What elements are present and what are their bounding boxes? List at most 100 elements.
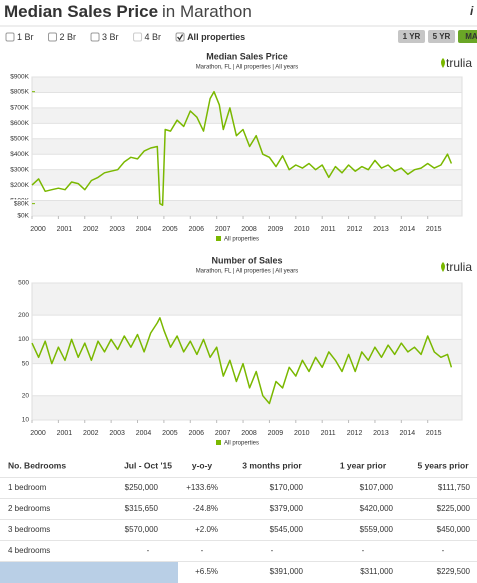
table-cell: $559,000 — [360, 525, 394, 534]
checkmark — [177, 34, 184, 41]
x-tick-label: 2001 — [57, 430, 73, 437]
y-tick-label: $400K — [10, 151, 29, 158]
x-tick-label: 2013 — [373, 430, 389, 437]
table-cell: - — [442, 546, 445, 555]
filter-label[interactable]: 3 Br — [102, 32, 119, 42]
data-line — [31, 90, 453, 206]
brand: trulia — [446, 260, 472, 274]
brand-leaf — [441, 58, 445, 68]
range-button[interactable] — [428, 30, 455, 43]
x-tick-label: 2006 — [188, 430, 204, 437]
x-tick-label: 2001 — [57, 226, 73, 233]
x-tick-label: 2005 — [162, 430, 178, 437]
y-tick-label: 500 — [18, 280, 29, 287]
filter-label[interactable]: All properties — [187, 32, 245, 42]
table-cell: $225,000 — [437, 504, 471, 513]
x-tick-label: 2004 — [136, 430, 152, 437]
checkbox[interactable] — [5, 32, 15, 42]
table-cell: +6.5% — [195, 567, 218, 576]
x-tick-label: 2007 — [215, 226, 231, 233]
x-tick-label: 2014 — [400, 430, 416, 437]
table-cell: $420,000 — [360, 504, 394, 513]
x-tick-label: 2007 — [215, 430, 231, 437]
highlight-tick-label: $805K — [10, 88, 29, 95]
x-tick-label: 2004 — [136, 226, 152, 233]
chart-subtitle: Marathon, FL | All properties | All year… — [196, 65, 299, 71]
table-header: 1 year prior — [340, 460, 387, 470]
table-cell: $311,000 — [360, 567, 393, 576]
filter-label[interactable]: 1 Br — [17, 32, 34, 42]
x-tick-label: 2011 — [321, 430, 336, 437]
checkbox[interactable] — [90, 32, 100, 42]
x-tick-label: 2015 — [426, 430, 442, 437]
table-cell: 3 bedrooms — [8, 525, 50, 534]
x-tick-label: 2015 — [426, 226, 442, 233]
filter-label[interactable]: 2 Br — [60, 32, 77, 42]
brand: trulia — [446, 56, 472, 70]
range-button[interactable] — [458, 30, 477, 43]
legend-swatch — [216, 440, 221, 445]
table-cell: - — [201, 546, 204, 555]
range-button-label[interactable]: 1 YR — [403, 32, 421, 41]
y-tick-label: 50 — [22, 360, 30, 367]
checkbox — [133, 32, 143, 42]
plot-band — [32, 395, 462, 420]
table-cell: $391,000 — [270, 567, 304, 576]
x-tick-label: 2010 — [294, 430, 310, 437]
table-cell: $570,000 — [125, 525, 159, 534]
x-tick-label: 2012 — [347, 430, 363, 437]
x-tick-label: 2000 — [30, 226, 46, 233]
chart-title: Number of Sales — [211, 255, 282, 265]
y-tick-label: $700K — [10, 105, 29, 112]
x-tick-label: 2005 — [162, 226, 178, 233]
filter-label: 4 Br — [145, 32, 162, 42]
y-tick-label: 20 — [22, 392, 30, 399]
info-icon[interactable]: i — [470, 4, 474, 18]
title-bold: Median Sales Price — [4, 2, 158, 21]
table-cell: $229,500 — [437, 567, 471, 576]
y-tick-label: 10 — [22, 417, 30, 424]
y-tick-label: $500K — [10, 135, 29, 142]
x-tick-label: 2012 — [347, 226, 363, 233]
plot-band — [32, 339, 462, 364]
x-tick-label: 2010 — [294, 226, 310, 233]
table-cell: $170,000 — [270, 483, 304, 492]
plot-band — [32, 200, 462, 216]
table-cell: $250,000 — [125, 483, 159, 492]
x-tick-label: 2003 — [109, 430, 125, 437]
table-cell: $315,650 — [125, 504, 159, 513]
table-header: Jul - Oct '15 — [124, 460, 172, 470]
x-tick-label: 2006 — [188, 226, 204, 233]
checkbox[interactable] — [48, 32, 58, 42]
x-tick-label: 2009 — [268, 430, 284, 437]
legend-label: All properties — [224, 441, 259, 447]
x-tick-label: 2002 — [83, 226, 99, 233]
table-cell: $450,000 — [437, 525, 471, 534]
plot-band — [32, 169, 462, 186]
table-cell: +133.6% — [186, 483, 218, 492]
y-tick-label: $300K — [10, 166, 29, 173]
table-cell: -24.8% — [193, 504, 218, 513]
y-tick-label: $900K — [10, 74, 29, 81]
table-cell: $379,000 — [270, 504, 304, 513]
range-button-label[interactable]: 5 YR — [433, 32, 451, 41]
range-button[interactable] — [398, 30, 425, 43]
table-cell: $545,000 — [270, 525, 304, 534]
plot-band — [32, 283, 462, 316]
plot-band — [32, 138, 462, 155]
table-header: 3 months prior — [242, 460, 302, 470]
table-header: 5 years prior — [417, 460, 469, 470]
table-cell: - — [147, 546, 150, 555]
y-tick-label: $0K — [17, 213, 29, 220]
table-cell: - — [362, 546, 365, 555]
x-tick-label: 2011 — [321, 226, 336, 233]
highlight-label-bg — [2, 199, 30, 208]
table-header: No. Bedrooms — [8, 460, 66, 470]
highlight-label-bg — [2, 87, 30, 96]
range-button-label[interactable]: MA — [465, 32, 477, 41]
table-cell: +2.0% — [195, 525, 218, 534]
summary-bar — [0, 562, 178, 583]
table-cell: $107,000 — [360, 483, 394, 492]
